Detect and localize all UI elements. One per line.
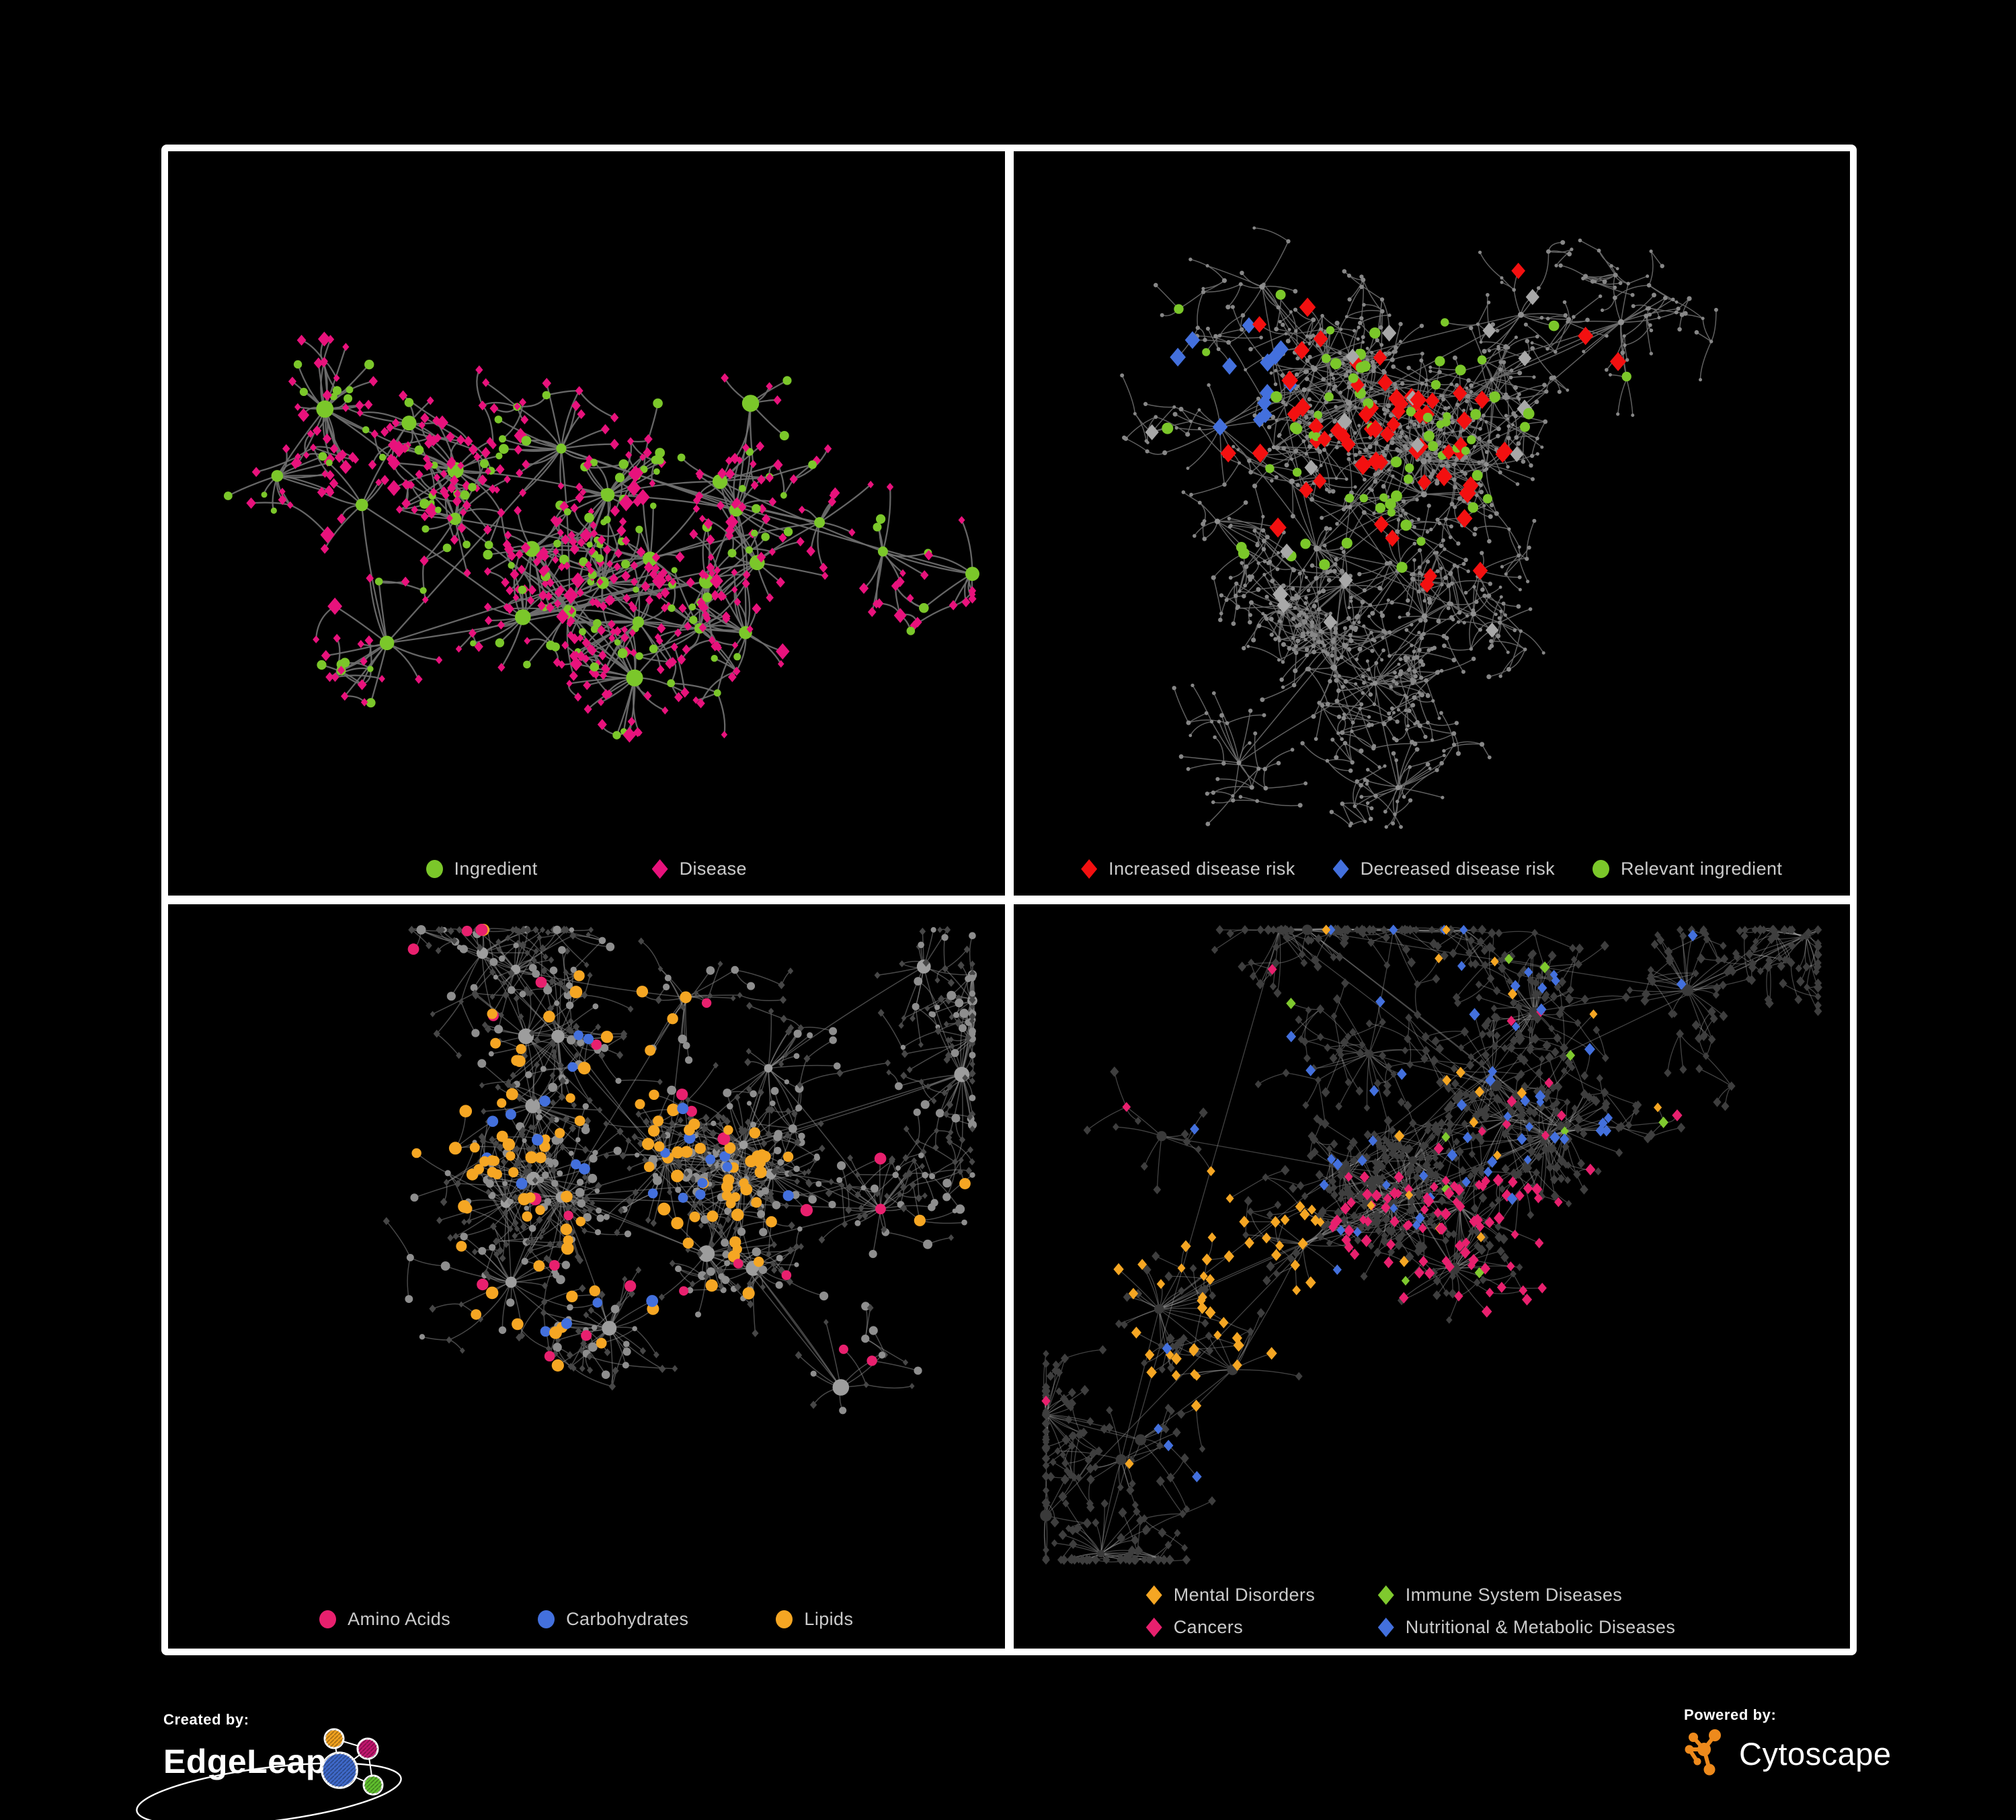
legend-item-nutritional-metabolic-diseases: Nutritional & Metabolic Diseases xyxy=(1377,1617,1718,1638)
cytoscape-logo: Cytoscape xyxy=(1684,1729,1892,1778)
legend-label: Amino Acids xyxy=(348,1609,451,1629)
edgeleap-logo: EdgeLeap xyxy=(136,1728,540,1820)
panel-disease-categories: Mental Disorders Immune System Diseases Ca… xyxy=(1013,904,1851,1649)
panel-nutrient-classes: Amino Acids Carbohydrates Lipids xyxy=(168,904,1005,1649)
created-by-label: Created by: xyxy=(163,1711,249,1728)
panel-disease-risk: Increased disease risk Decreased disease … xyxy=(1013,151,1851,896)
diamond-marker-icon xyxy=(1377,1585,1394,1605)
legend-item-relevant-ingredient: Relevant ingredient xyxy=(1592,859,1782,879)
powered-by-label: Powered by: xyxy=(1684,1706,1777,1723)
diamond-marker-icon xyxy=(1145,1585,1162,1605)
legend-label: Disease xyxy=(679,859,747,879)
diamond-marker-icon xyxy=(1145,1618,1162,1637)
legend-label: Lipids xyxy=(804,1609,854,1629)
circle-marker-icon xyxy=(319,1610,337,1628)
circle-marker-icon xyxy=(538,1610,555,1628)
legend-item-ingredient: Ingredient xyxy=(426,859,538,879)
panel-ingredient-disease: Ingredient Disease xyxy=(168,151,1005,896)
legend-item-amino-acids: Amino Acids xyxy=(319,1609,450,1630)
legend-label: Ingredient xyxy=(454,859,538,879)
disease-risk-legend: Increased disease risk Decreased disease … xyxy=(1014,859,1851,879)
circle-marker-icon xyxy=(1592,860,1610,878)
disease-categories-network-graph xyxy=(1039,924,1822,1565)
legend-item-disease: Disease xyxy=(651,859,747,879)
circle-marker-icon xyxy=(776,1610,793,1628)
legend-item-carbohydrates: Carbohydrates xyxy=(538,1609,688,1630)
edgeleap-wordmark: EdgeLeap xyxy=(163,1743,327,1780)
edgeleap-credit: Created by: EdgeLeap xyxy=(136,1711,540,1820)
legend-label: Carbohydrates xyxy=(566,1609,689,1629)
legend-item-mental-disorders: Mental Disorders xyxy=(1145,1585,1378,1606)
edgeleap-swoosh-icon xyxy=(136,1762,402,1820)
legend-label: Mental Disorders xyxy=(1173,1585,1316,1605)
nutrient-classes-legend: Amino Acids Carbohydrates Lipids xyxy=(168,1609,1005,1630)
cytoscape-network-icon xyxy=(1685,1729,1721,1776)
legend-label: Nutritional & Metabolic Diseases xyxy=(1405,1617,1676,1637)
legend-item-lipids: Lipids xyxy=(776,1609,853,1630)
cytoscape-wordmark: Cytoscape xyxy=(1739,1735,1892,1772)
ingredient-disease-legend: Ingredient Disease xyxy=(168,859,1005,879)
legend-item-increased-disease-risk: Increased disease risk xyxy=(1081,859,1295,879)
panel-grid: Ingredient Disease Increased disease risk… xyxy=(161,145,1857,1655)
legend-label: Increased disease risk xyxy=(1108,859,1295,879)
ingredient-disease-network-graph xyxy=(223,331,979,743)
legend-label: Relevant ingredient xyxy=(1621,859,1783,879)
legend-item-immune-system-diseases: Immune System Diseases xyxy=(1377,1585,1718,1606)
disease-risk-network-graph xyxy=(1119,226,1718,829)
legend-item-decreased-disease-risk: Decreased disease risk xyxy=(1332,859,1556,879)
legend-item-cancers: Cancers xyxy=(1145,1617,1378,1638)
edgeleap-network-icon xyxy=(321,1728,384,1796)
legend-label: Cancers xyxy=(1173,1617,1244,1637)
diamond-marker-icon xyxy=(651,859,668,879)
nutrient-classes-network-graph xyxy=(382,924,977,1415)
disease-categories-legend: Mental Disorders Immune System Diseases Ca… xyxy=(1014,1585,1851,1638)
legend-label: Immune System Diseases xyxy=(1405,1585,1623,1605)
circle-marker-icon xyxy=(426,860,443,878)
diamond-marker-icon xyxy=(1332,859,1349,879)
diamond-marker-icon xyxy=(1081,859,1098,879)
legend-label: Decreased disease risk xyxy=(1360,859,1556,879)
cytoscape-credit: Powered by: Cytosc xyxy=(1684,1706,1892,1778)
diamond-marker-icon xyxy=(1377,1618,1394,1637)
